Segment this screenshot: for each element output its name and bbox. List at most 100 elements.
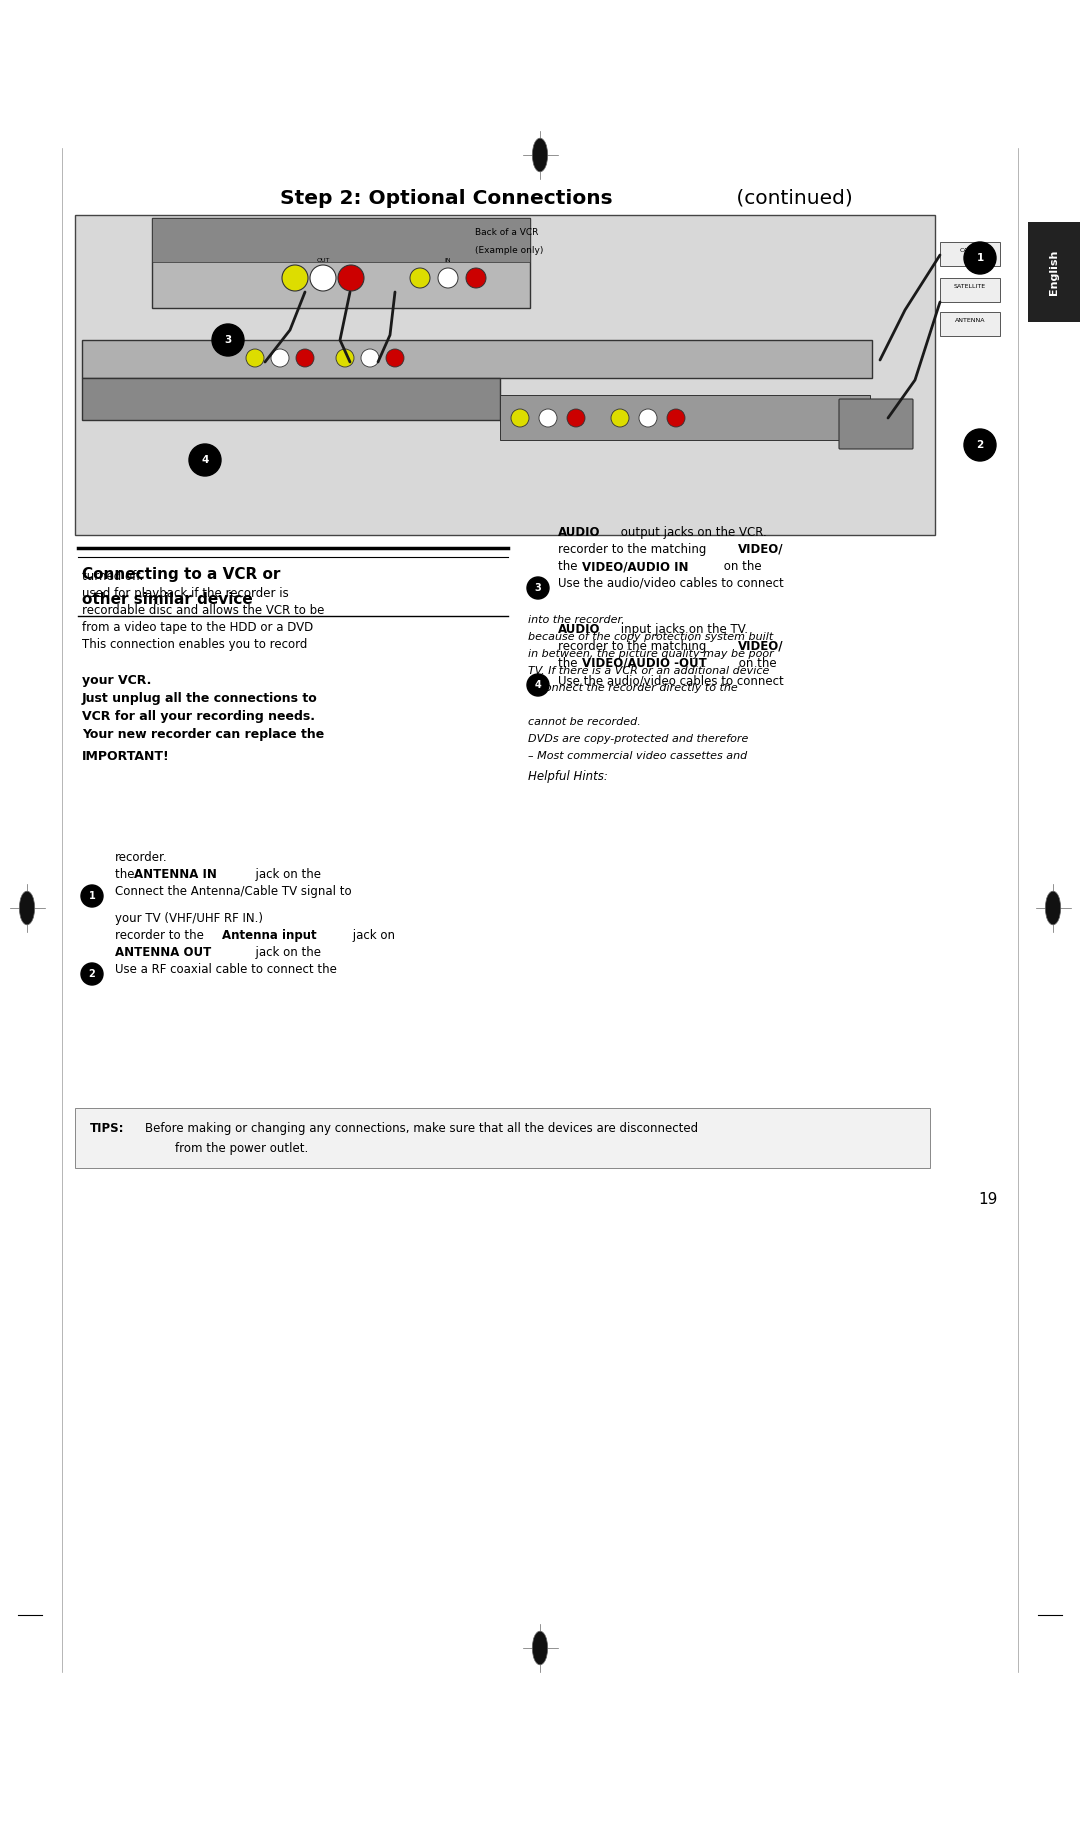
FancyBboxPatch shape — [75, 1108, 930, 1168]
Circle shape — [964, 242, 996, 273]
Text: VIDEO/AUDIO -OUT: VIDEO/AUDIO -OUT — [582, 658, 706, 670]
FancyBboxPatch shape — [152, 219, 530, 308]
Text: 1: 1 — [976, 253, 984, 262]
Text: 3: 3 — [535, 583, 541, 592]
Text: VIDEO/: VIDEO/ — [738, 543, 783, 556]
Text: jack on: jack on — [349, 929, 395, 942]
Text: This connection enables you to record: This connection enables you to record — [82, 638, 308, 650]
FancyBboxPatch shape — [940, 279, 1000, 302]
FancyBboxPatch shape — [152, 219, 530, 262]
Text: recorder to the matching: recorder to the matching — [558, 543, 711, 556]
Circle shape — [282, 264, 308, 292]
Circle shape — [271, 350, 289, 366]
Circle shape — [667, 408, 685, 426]
Text: 2: 2 — [976, 439, 984, 450]
Text: the: the — [558, 658, 581, 670]
Text: ANTENNA IN: ANTENNA IN — [134, 867, 217, 882]
Text: Step 2: Optional Connections: Step 2: Optional Connections — [280, 188, 612, 208]
Circle shape — [639, 408, 657, 426]
Text: 4: 4 — [201, 456, 208, 465]
Text: ANTENNA: ANTENNA — [955, 319, 985, 322]
Text: the: the — [558, 559, 581, 572]
Text: output jacks on the VCR.: output jacks on the VCR. — [617, 527, 767, 539]
Ellipse shape — [532, 1631, 548, 1665]
Text: the: the — [114, 867, 138, 882]
Circle shape — [81, 885, 103, 907]
Circle shape — [246, 350, 264, 366]
Text: TV. If there is a VCR or an additional device: TV. If there is a VCR or an additional d… — [528, 667, 769, 676]
Text: on the: on the — [720, 559, 761, 572]
Text: 4: 4 — [535, 680, 541, 691]
Text: ANTENNA OUT: ANTENNA OUT — [114, 946, 212, 958]
Text: 2: 2 — [89, 969, 95, 978]
Text: DVDs are copy-protected and therefore: DVDs are copy-protected and therefore — [528, 734, 748, 745]
Circle shape — [386, 350, 404, 366]
Circle shape — [410, 268, 430, 288]
FancyBboxPatch shape — [1028, 222, 1080, 322]
Circle shape — [465, 268, 486, 288]
Circle shape — [338, 264, 364, 292]
Circle shape — [527, 674, 549, 696]
FancyBboxPatch shape — [940, 312, 1000, 335]
FancyBboxPatch shape — [839, 399, 913, 448]
Text: IN: IN — [445, 259, 451, 262]
Circle shape — [361, 350, 379, 366]
Text: in between, the picture quality may be poor: in between, the picture quality may be p… — [528, 649, 773, 660]
Text: cannot be recorded.: cannot be recorded. — [528, 718, 640, 727]
Text: English: English — [1049, 250, 1059, 295]
Text: Use the audio/video cables to connect: Use the audio/video cables to connect — [558, 674, 784, 687]
Circle shape — [189, 445, 221, 476]
Text: (continued): (continued) — [730, 188, 853, 208]
Circle shape — [964, 428, 996, 461]
Text: CABLE: CABLE — [960, 248, 981, 253]
Text: used for playback if the recorder is: used for playback if the recorder is — [82, 587, 288, 599]
Circle shape — [336, 350, 354, 366]
Text: Connecting to a VCR or: Connecting to a VCR or — [82, 567, 281, 581]
Text: Back of a VCR: Back of a VCR — [475, 228, 538, 237]
Circle shape — [296, 350, 314, 366]
FancyBboxPatch shape — [500, 395, 870, 439]
Text: (Example only): (Example only) — [475, 246, 543, 255]
Text: recordable disc and allows the VCR to be: recordable disc and allows the VCR to be — [82, 605, 324, 618]
Text: from a video tape to the HDD or a DVD: from a video tape to the HDD or a DVD — [82, 621, 313, 634]
Text: other similar device: other similar device — [82, 592, 253, 607]
Text: jack on the: jack on the — [248, 867, 321, 882]
Text: your TV (VHF/UHF RF IN.): your TV (VHF/UHF RF IN.) — [114, 913, 264, 926]
Text: recorder.: recorder. — [114, 851, 167, 864]
Text: OUT: OUT — [316, 259, 329, 262]
Circle shape — [310, 264, 336, 292]
Text: AUDIO: AUDIO — [558, 527, 600, 539]
Text: IMPORTANT!: IMPORTANT! — [82, 751, 170, 763]
Ellipse shape — [19, 891, 35, 926]
Circle shape — [611, 408, 629, 426]
Circle shape — [81, 964, 103, 986]
Text: from the power outlet.: from the power outlet. — [175, 1142, 308, 1155]
Ellipse shape — [1045, 891, 1061, 926]
Text: AUDIO: AUDIO — [558, 623, 600, 636]
Text: TIPS:: TIPS: — [90, 1122, 124, 1135]
Circle shape — [212, 324, 244, 355]
Text: Use a RF coaxial cable to connect the: Use a RF coaxial cable to connect the — [114, 964, 337, 977]
Text: Before making or changing any connections, make sure that all the devices are di: Before making or changing any connection… — [145, 1122, 698, 1135]
Text: 3: 3 — [225, 335, 231, 344]
Circle shape — [567, 408, 585, 426]
Text: 19: 19 — [978, 1192, 998, 1206]
Text: VIDEO/AUDIO IN: VIDEO/AUDIO IN — [582, 559, 689, 572]
Circle shape — [438, 268, 458, 288]
Text: input jacks on the TV.: input jacks on the TV. — [617, 623, 748, 636]
Text: VCR for all your recording needs.: VCR for all your recording needs. — [82, 711, 315, 723]
FancyBboxPatch shape — [82, 377, 500, 421]
Circle shape — [539, 408, 557, 426]
Text: because of the copy protection system built: because of the copy protection system bu… — [528, 632, 773, 643]
Text: Antenna input: Antenna input — [222, 929, 316, 942]
Text: your VCR.: your VCR. — [82, 674, 151, 687]
Text: on the: on the — [735, 658, 777, 670]
Ellipse shape — [532, 138, 548, 171]
Text: jack on the: jack on the — [248, 946, 321, 958]
Text: recorder to the: recorder to the — [114, 929, 207, 942]
FancyBboxPatch shape — [82, 341, 872, 377]
Text: Just unplug all the connections to: Just unplug all the connections to — [82, 692, 318, 705]
Text: Use the audio/video cables to connect: Use the audio/video cables to connect — [558, 578, 784, 590]
Text: SATELLITE: SATELLITE — [954, 284, 986, 290]
Text: Your new recorder can replace the: Your new recorder can replace the — [82, 729, 324, 742]
